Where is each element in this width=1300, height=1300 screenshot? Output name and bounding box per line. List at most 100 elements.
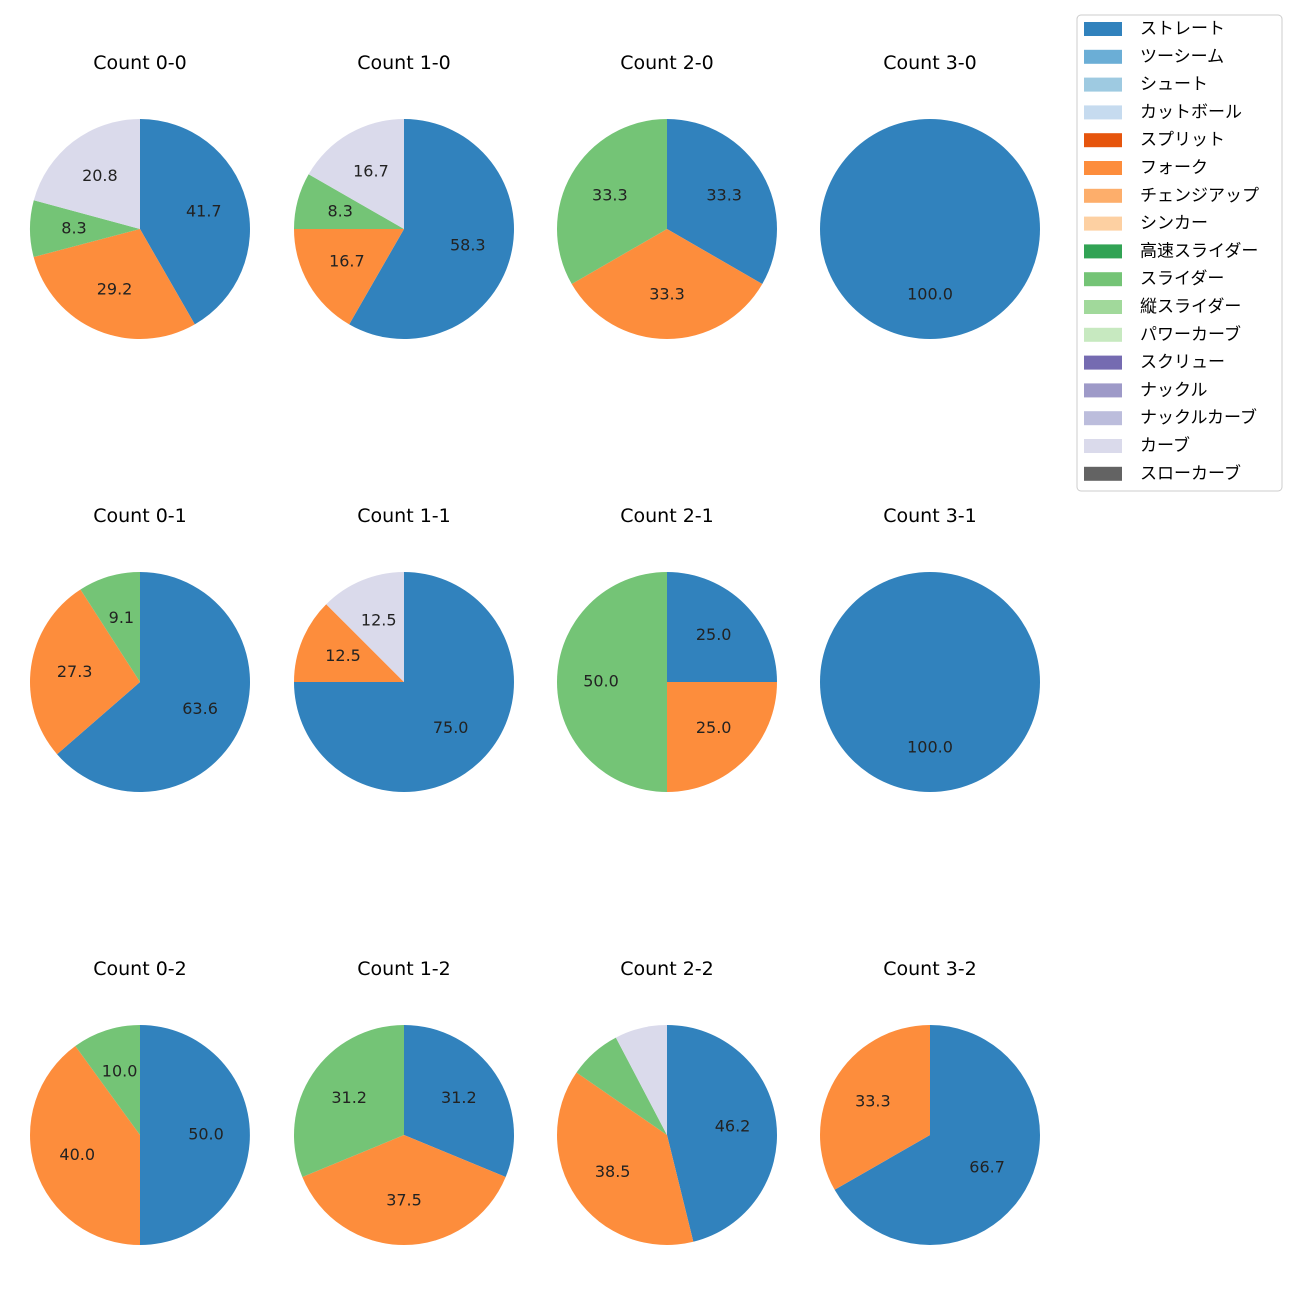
pie-slice — [556, 1072, 694, 1245]
pie-count-3-0: Count 3-0 100.0 — [820, 52, 1040, 339]
pie-title: Count 3-1 — [883, 505, 977, 527]
legend-swatch — [1084, 466, 1122, 481]
pie-slice — [557, 572, 667, 792]
legend-label: スクリュー — [1140, 353, 1225, 373]
pie-slice-label: 20.8 — [82, 166, 118, 185]
pie-slice-label: 75.0 — [433, 718, 469, 737]
legend-swatch — [1084, 300, 1122, 314]
legend-item: シンカー — [1084, 214, 1208, 234]
legend-item: カットボール — [1084, 102, 1242, 122]
pie-count-1-0: Count 1-0 58.3 16.7 8.3 16.7 — [294, 52, 514, 339]
pie-slice — [834, 1025, 1040, 1245]
pie-count-1-2: Count 1-2 31.2 37.5 31.2 — [294, 958, 514, 1245]
legend-label: カットボール — [1140, 102, 1242, 122]
pie-slice — [615, 1025, 667, 1135]
legend-label: シンカー — [1140, 214, 1208, 234]
pie-slice-label: 27.3 — [57, 662, 93, 681]
legend-item: 縦スライダー — [1084, 297, 1241, 317]
pie-title: Count 3-2 — [883, 958, 977, 980]
pie-slice — [667, 119, 777, 284]
pie-slice-label: 25.0 — [696, 718, 732, 737]
pie-slice — [308, 119, 404, 229]
legend-item: ナックル — [1084, 380, 1208, 400]
legend-label: スプリット — [1140, 130, 1225, 150]
pie-slice — [404, 1025, 514, 1177]
pie-slice — [820, 572, 1040, 792]
pie-slice-label: 9.1 — [109, 608, 134, 627]
pie-slice — [667, 682, 777, 792]
pie-slice-label: 33.3 — [855, 1091, 891, 1110]
legend-label: スライダー — [1140, 269, 1224, 289]
legend-swatch — [1084, 411, 1122, 426]
legend-swatch — [1084, 216, 1122, 231]
pie-slice — [576, 1037, 667, 1135]
legend-item: カーブ — [1084, 435, 1190, 456]
pie-slice — [820, 1025, 930, 1190]
pie-slice — [75, 1025, 140, 1135]
legend-frame — [1076, 14, 1283, 492]
pie-title: Count 2-0 — [620, 52, 714, 74]
pie-title: Count 0-0 — [93, 52, 187, 74]
pie-slice-label: 10.0 — [102, 1062, 138, 1081]
legend-swatch — [1084, 383, 1122, 398]
legend-swatch — [1084, 355, 1122, 370]
pie-count-0-1: Count 0-1 63.6 27.3 9.1 — [30, 505, 250, 792]
pie-slice — [57, 572, 250, 792]
pie-count-2-0: Count 2-0 33.3 33.3 33.3 — [556, 52, 777, 340]
legend-label: スローカーブ — [1140, 463, 1241, 484]
pie-slice — [667, 1025, 777, 1242]
pie-title: Count 0-1 — [93, 505, 187, 527]
pie-slice — [302, 1135, 506, 1245]
pie-slice — [33, 119, 140, 229]
legend-item: ナックルカーブ — [1084, 407, 1257, 428]
pie-slice — [29, 200, 140, 258]
pie-slice-label: 50.0 — [583, 672, 619, 691]
pie-slice-label: 31.2 — [441, 1088, 477, 1107]
legend-swatch — [1084, 77, 1122, 92]
legend-swatch — [1084, 272, 1122, 287]
pie-slice — [556, 119, 667, 284]
pie-slice — [80, 572, 140, 682]
pie-slice-label: 50.0 — [188, 1125, 224, 1144]
legend-item: ツーシーム — [1084, 47, 1224, 67]
pie-slice-label: 63.6 — [182, 699, 218, 718]
pie-title: Count 2-2 — [620, 958, 714, 980]
legend-item: シュート — [1084, 75, 1208, 95]
pie-count-0-0: Count 0-0 41.7 29.2 8.3 20.8 — [29, 52, 250, 339]
pie-title: Count 1-2 — [357, 958, 451, 980]
pie-slice — [30, 589, 141, 755]
legend-label: シュート — [1140, 75, 1208, 95]
legend-label: ナックル — [1140, 380, 1208, 400]
legend-label: 高速スライダー — [1140, 241, 1258, 261]
pie-slice-label: 40.0 — [59, 1145, 95, 1164]
legend-label: 縦スライダー — [1140, 297, 1241, 317]
pie-slice-label: 16.7 — [329, 252, 365, 271]
pie-slice — [140, 119, 250, 325]
legend-swatch — [1084, 105, 1122, 120]
pie-slice-label: 8.3 — [328, 201, 353, 220]
pie-slice-label: 29.2 — [97, 279, 133, 298]
pie-slice — [326, 572, 404, 682]
pie-slice — [33, 229, 195, 339]
legend-item: ストレート — [1084, 19, 1225, 39]
pie-slice — [294, 604, 404, 682]
legend-swatch — [1084, 244, 1122, 259]
pie-count-0-2: Count 0-2 50.0 40.0 10.0 — [30, 958, 250, 1245]
pie-slice-label: 100.0 — [907, 738, 953, 757]
legend-swatch — [1084, 49, 1122, 64]
pie-slice-label: 38.5 — [595, 1162, 631, 1181]
pie-slice-label: 33.3 — [592, 186, 628, 205]
pie-slice-label: 31.2 — [331, 1088, 367, 1107]
legend-swatch — [1084, 133, 1122, 148]
pie-title: Count 0-2 — [93, 958, 187, 980]
legend-swatch — [1084, 327, 1122, 342]
pie-slice-label: 12.5 — [361, 611, 397, 630]
legend-item: パワーカーブ — [1084, 324, 1241, 345]
legend-item: スライダー — [1084, 269, 1224, 289]
legend: ストレートツーシームシュートカットボールスプリットフォークチェンジアップシンカー… — [1076, 14, 1283, 492]
pie-slice-label: 100.0 — [907, 285, 953, 304]
legend-label: フォーク — [1140, 158, 1208, 178]
pie-title: Count 2-1 — [620, 505, 714, 527]
pie-count-2-1: Count 2-1 25.0 25.0 50.0 — [557, 505, 777, 792]
legend-swatch — [1084, 188, 1122, 203]
